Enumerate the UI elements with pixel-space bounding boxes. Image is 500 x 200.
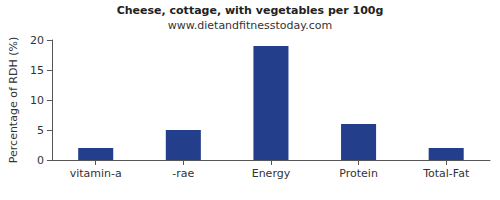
- svg-text:Protein: Protein: [339, 167, 378, 180]
- svg-text:Percentage of RDH (%): Percentage of RDH (%): [7, 37, 20, 163]
- svg-text:5: 5: [37, 124, 44, 137]
- svg-text:0: 0: [37, 154, 44, 167]
- svg-text:20: 20: [30, 34, 44, 47]
- svg-text:Energy: Energy: [252, 167, 291, 180]
- svg-text:Total-Fat: Total-Fat: [422, 167, 470, 180]
- svg-text:Cheese, cottage, with vegetabl: Cheese, cottage, with vegetables per 100…: [117, 4, 384, 17]
- svg-text:15: 15: [30, 64, 44, 77]
- svg-text:-rae: -rae: [172, 167, 194, 180]
- svg-text:vitamin-a: vitamin-a: [70, 167, 122, 180]
- svg-text:10: 10: [30, 94, 44, 107]
- svg-text:www.dietandfitnesstoday.com: www.dietandfitnesstoday.com: [168, 19, 332, 32]
